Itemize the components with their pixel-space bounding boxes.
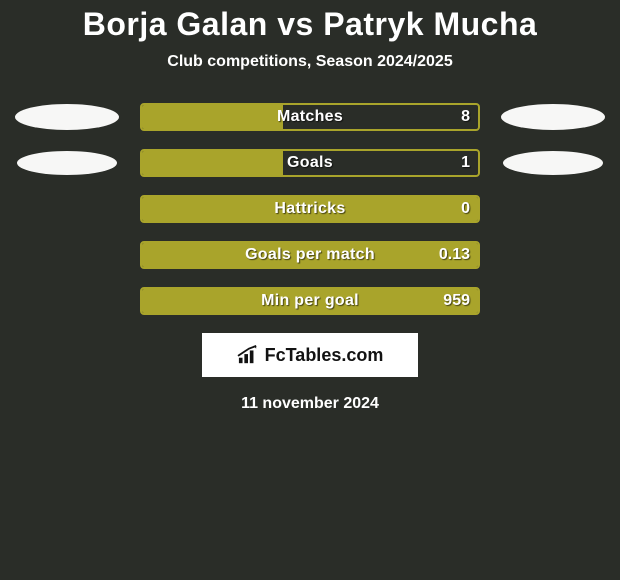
stat-bar: Goals per match0.13: [140, 241, 480, 269]
stat-value: 1: [461, 151, 470, 175]
comparison-subtitle: Club competitions, Season 2024/2025: [0, 53, 620, 71]
stat-bar: Matches8: [140, 103, 480, 131]
stat-label: Min per goal: [142, 289, 478, 313]
stat-bar: Hattricks0: [140, 195, 480, 223]
stat-value: 959: [443, 289, 470, 313]
comparison-title: Borja Galan vs Patryk Mucha: [0, 6, 620, 43]
comparison-row: Min per goal959: [0, 287, 620, 315]
player-left-marker: [15, 104, 119, 130]
comparison-row: Matches8: [0, 103, 620, 131]
comparison-row: Goals per match0.13: [0, 241, 620, 269]
stat-bar: Min per goal959: [140, 287, 480, 315]
stat-value: 0: [461, 197, 470, 221]
player-right-marker: [501, 104, 605, 130]
stat-value: 0.13: [439, 243, 470, 267]
brand-text: FcTables.com: [265, 345, 384, 366]
comparison-row: Hattricks0: [0, 195, 620, 223]
player-left-slot: [12, 151, 122, 175]
stat-value: 8: [461, 105, 470, 129]
stat-label: Matches: [142, 105, 478, 129]
stat-bar: Goals1: [140, 149, 480, 177]
comparison-date: 11 november 2024: [0, 395, 620, 413]
stat-label: Goals: [142, 151, 478, 175]
player-right-slot: [498, 151, 608, 175]
brand-box[interactable]: FcTables.com: [202, 333, 418, 377]
player-right-slot: [498, 104, 608, 130]
player-left-marker: [17, 151, 117, 175]
stat-label: Goals per match: [142, 243, 478, 267]
brand-chart-icon: [237, 345, 259, 365]
player-left-slot: [12, 104, 122, 130]
stat-label: Hattricks: [142, 197, 478, 221]
comparison-row: Goals1: [0, 149, 620, 177]
player-right-marker: [503, 151, 603, 175]
